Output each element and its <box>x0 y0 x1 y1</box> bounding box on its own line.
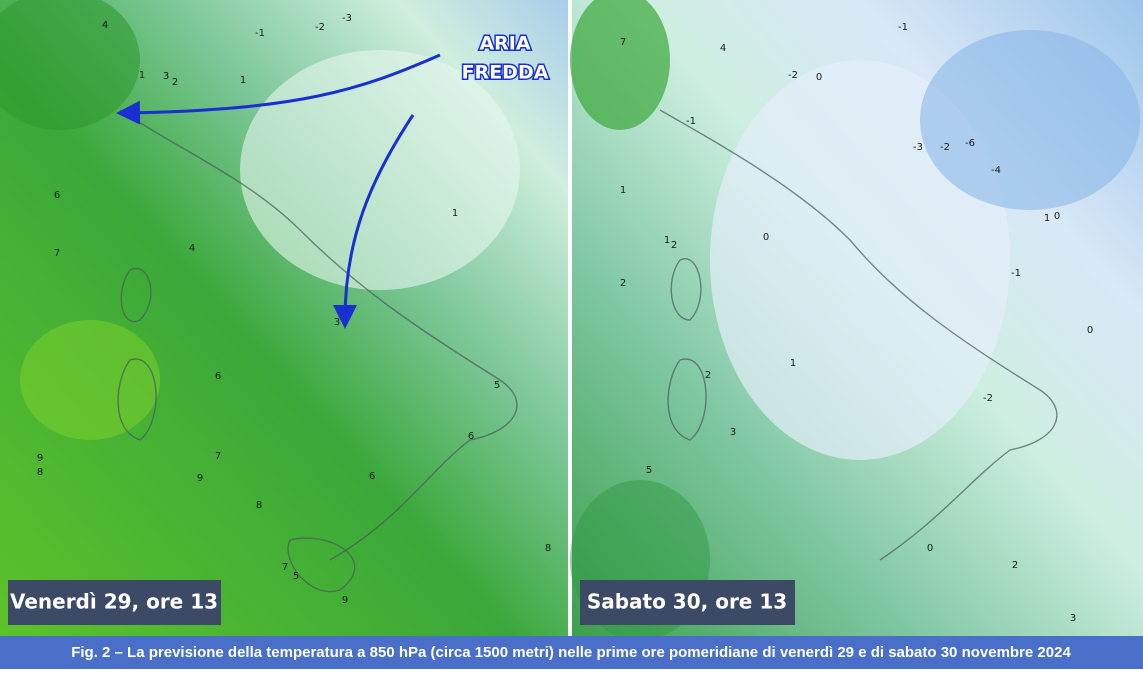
left-map <box>0 0 568 636</box>
contour-label: 3 <box>334 317 340 328</box>
contour-label: 4 <box>102 20 108 31</box>
contour-label: 2 <box>172 77 178 88</box>
contour-label: 0 <box>1087 325 1093 336</box>
contour-label: 8 <box>545 543 551 554</box>
contour-label: 1 <box>1044 213 1050 224</box>
contour-label: 1 <box>664 235 670 246</box>
contour-label: -2 <box>315 22 325 33</box>
contour-label: -4 <box>991 165 1001 176</box>
contour-label: 9 <box>37 453 43 464</box>
contour-label: 5 <box>293 571 299 582</box>
contour-label: 6 <box>215 371 221 382</box>
contour-label: 3 <box>1070 613 1076 624</box>
right-map <box>570 0 1143 640</box>
contour-label: 1 <box>139 70 145 81</box>
caption: Fig. 2 – La previsione della temperatura… <box>71 644 1071 661</box>
contour-label: 8 <box>256 500 262 511</box>
caption-bar <box>0 636 1143 669</box>
contour-label: -2 <box>940 142 950 153</box>
contour-label: 2 <box>705 370 711 381</box>
contour-label: 2 <box>1012 560 1018 571</box>
panel-label: Sabato 30, ore 13 <box>587 590 787 614</box>
contour-label: 9 <box>197 473 203 484</box>
contour-label: 3 <box>163 71 169 82</box>
annotation-line: FREDDA <box>462 62 549 84</box>
contour-label: -2 <box>788 70 798 81</box>
contour-label: 2 <box>620 278 626 289</box>
contour-label: 4 <box>189 243 195 254</box>
contour-label: 1 <box>620 185 626 196</box>
contour-label: 0 <box>1054 211 1060 222</box>
contour-label: 5 <box>646 465 652 476</box>
contour-label: -3 <box>342 13 352 24</box>
contour-label: 6 <box>468 431 474 442</box>
contour-label: 7 <box>282 562 288 573</box>
contour-label: 0 <box>927 543 933 554</box>
contour-label: 7 <box>215 451 221 462</box>
contour-label: -1 <box>255 28 265 39</box>
contour-label: -2 <box>983 393 993 404</box>
contour-label: 6 <box>369 471 375 482</box>
contour-label: 2 <box>671 240 677 251</box>
contour-label: 1 <box>240 75 246 86</box>
contour-label: -1 <box>686 116 696 127</box>
contour-label: -1 <box>898 22 908 33</box>
panel-label: Venerdì 29, ore 13 <box>10 590 218 614</box>
contour-label: -3 <box>913 142 923 153</box>
contour-label: 9 <box>342 595 348 606</box>
contour-label: 0 <box>763 232 769 243</box>
contour-label: 1 <box>790 358 796 369</box>
contour-label: 7 <box>620 37 626 48</box>
contour-label: 4 <box>720 43 726 54</box>
contour-label: -6 <box>965 138 975 149</box>
contour-label: 6 <box>54 190 60 201</box>
contour-label: 7 <box>54 248 60 259</box>
contour-label: -1 <box>1011 268 1021 279</box>
contour-label: 0 <box>816 72 822 83</box>
contour-label: 8 <box>37 467 43 478</box>
annotation-line: ARIA <box>479 33 530 55</box>
contour-label: 5 <box>494 380 500 391</box>
contour-label: 3 <box>730 427 736 438</box>
contour-label: 1 <box>452 208 458 219</box>
